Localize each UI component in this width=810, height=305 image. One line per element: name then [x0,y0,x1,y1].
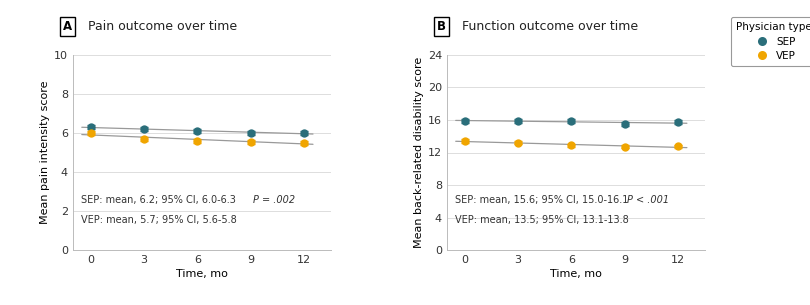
Text: A: A [63,20,72,33]
Text: B: B [437,20,446,33]
Text: P = .002: P = .002 [254,195,296,205]
Y-axis label: Mean back-related disability score: Mean back-related disability score [414,57,424,248]
Y-axis label: Mean pain intensity score: Mean pain intensity score [40,81,50,224]
X-axis label: Time, mo: Time, mo [550,269,602,279]
X-axis label: Time, mo: Time, mo [176,269,228,279]
Text: VEP: mean, 13.5; 95% CI, 13.1-13.8: VEP: mean, 13.5; 95% CI, 13.1-13.8 [454,215,629,225]
Legend: SEP, VEP: SEP, VEP [731,17,810,66]
Text: VEP: mean, 5.7; 95% CI, 5.6-5.8: VEP: mean, 5.7; 95% CI, 5.6-5.8 [81,215,237,225]
Text: P < .001: P < .001 [627,195,669,205]
Text: Function outcome over time: Function outcome over time [463,20,638,33]
Text: Pain outcome over time: Pain outcome over time [88,20,237,33]
Text: SEP: mean, 15.6; 95% CI, 15.0-16.1: SEP: mean, 15.6; 95% CI, 15.0-16.1 [454,195,628,205]
Text: SEP: mean, 6.2; 95% CI, 6.0-6.3: SEP: mean, 6.2; 95% CI, 6.0-6.3 [81,195,236,205]
